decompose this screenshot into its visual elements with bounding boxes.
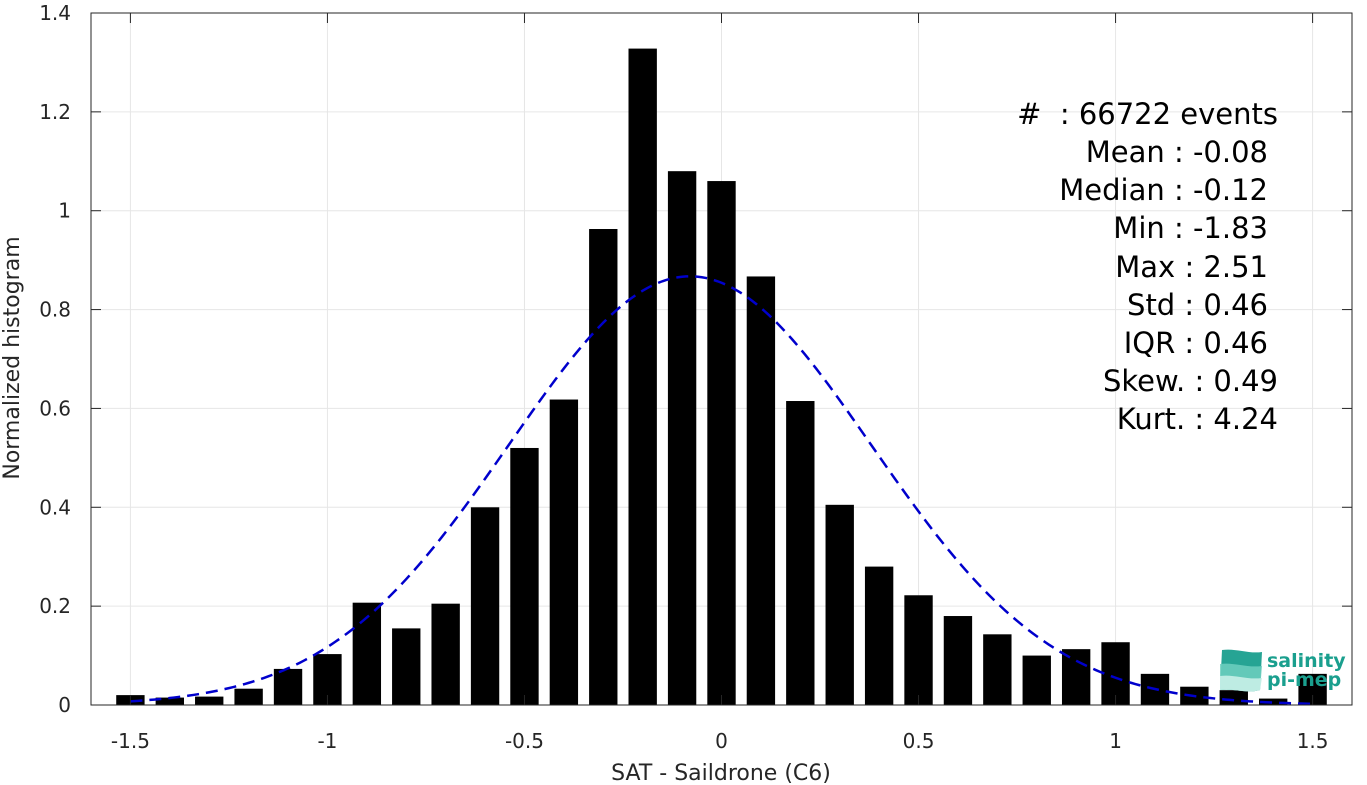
y-tick-label: 0 xyxy=(58,693,71,717)
histogram-bar xyxy=(431,603,460,705)
stats-skew: Skew. : 0.49 xyxy=(1103,364,1278,398)
x-tick-labels: -1.5 -1 -0.5 0 0.5 1 1.5 xyxy=(111,729,1329,753)
y-tick-label: 1 xyxy=(58,199,71,223)
histogram-bar xyxy=(786,401,815,705)
histogram-bar xyxy=(1219,690,1248,705)
axis-ticks xyxy=(91,12,1352,706)
stats-std: Std : 0.46 xyxy=(1127,288,1268,322)
y-tick-label: 0.2 xyxy=(39,594,71,618)
histogram-bar xyxy=(667,171,697,705)
histogram-bar xyxy=(707,181,736,706)
stats-max: Max : 2.51 xyxy=(1115,250,1268,284)
stats-events: # : 66722 events xyxy=(1017,97,1278,131)
histogram-bar xyxy=(746,276,776,705)
y-tick-label: 1.4 xyxy=(39,1,71,25)
stats-iqr: IQR : 0.46 xyxy=(1124,326,1268,360)
y-tick-label: 0.8 xyxy=(39,298,71,322)
logo-line1: salinity xyxy=(1267,650,1346,672)
histogram-bar xyxy=(352,602,382,705)
histogram-bar xyxy=(195,696,224,705)
normal-fit-curve xyxy=(130,275,1313,706)
x-axis-label: SAT - Saildrone (C6) xyxy=(611,761,831,785)
histogram-bar xyxy=(549,399,579,705)
histogram-bar xyxy=(1022,655,1051,705)
histogram-bar xyxy=(943,616,973,705)
histogram-bars xyxy=(116,48,1327,706)
y-tick-label: 0.4 xyxy=(39,495,71,519)
y-tick-label: 0.6 xyxy=(39,396,71,420)
stats-median: Median : -0.12 xyxy=(1059,173,1268,207)
histogram-bar xyxy=(1061,649,1091,705)
stats-mean: Mean : -0.08 xyxy=(1086,135,1268,169)
x-tick-label: -1.5 xyxy=(111,729,150,753)
x-tick-label: -0.5 xyxy=(505,729,544,753)
histogram-bar xyxy=(864,566,894,705)
histogram-bar xyxy=(273,668,303,705)
histogram-bar xyxy=(825,504,854,705)
histogram-bar xyxy=(628,48,657,706)
x-tick-label: 1 xyxy=(1109,729,1122,753)
histogram-bar xyxy=(470,507,500,705)
logo-line2: pi-mep xyxy=(1267,669,1341,691)
logo-waves-icon xyxy=(1220,649,1262,692)
y-tick-labels: 0 0.2 0.4 0.6 0.8 1 1.2 1.4 xyxy=(39,1,71,717)
histogram-bar xyxy=(155,697,184,705)
histogram-bar xyxy=(589,229,618,705)
y-tick-label: 1.2 xyxy=(39,100,71,124)
stats-min: Min : -1.83 xyxy=(1113,211,1268,245)
stats-kurt: Kurt. : 4.24 xyxy=(1117,402,1278,436)
x-tick-label: 0 xyxy=(715,729,728,753)
y-axis-label: Normalized histogram xyxy=(0,236,25,479)
histogram-bar xyxy=(904,595,933,705)
histogram-bar xyxy=(234,688,263,705)
stats-box: # : 66722 events Mean : -0.08 Median : -… xyxy=(1017,97,1278,436)
histogram-bar xyxy=(1101,642,1130,705)
x-tick-label: -1 xyxy=(317,729,337,753)
histogram-bar xyxy=(510,447,539,705)
salinity-pi-mep-logo: salinity pi-mep xyxy=(1220,649,1346,692)
x-tick-label: 0.5 xyxy=(903,729,935,753)
histogram-bar xyxy=(392,628,421,705)
histogram-bar xyxy=(983,634,1012,705)
histogram-bar xyxy=(1259,698,1288,705)
x-tick-label: 1.5 xyxy=(1297,729,1329,753)
